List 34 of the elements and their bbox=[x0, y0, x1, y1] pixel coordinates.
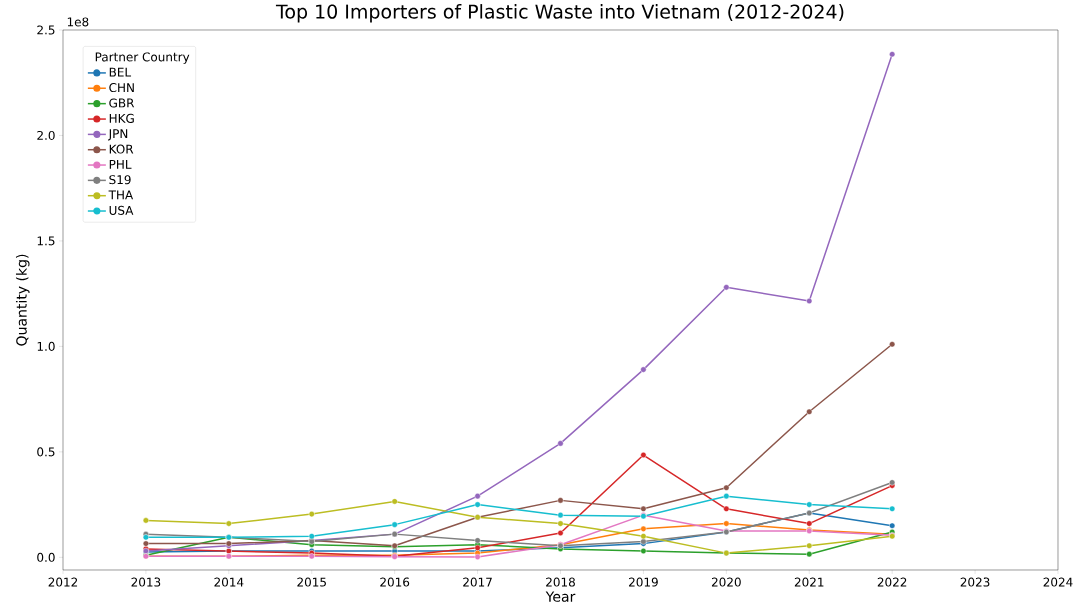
x-tick-label: 2021 bbox=[794, 577, 824, 587]
legend-label: GBR bbox=[109, 98, 135, 108]
legend-label: CHN bbox=[109, 83, 134, 93]
legend-label: PHL bbox=[109, 159, 132, 169]
x-tick-label: 2022 bbox=[877, 577, 907, 587]
x-tick-label: 2016 bbox=[380, 577, 410, 587]
x-tick-label: 2018 bbox=[546, 577, 575, 587]
x-tick-label: 2012 bbox=[48, 577, 78, 587]
legend-label: THA bbox=[108, 190, 134, 200]
legend-label: HKG bbox=[109, 113, 134, 123]
legend-label: BEL bbox=[109, 67, 132, 77]
x-tick-label: 2015 bbox=[297, 577, 326, 587]
legend-label: KOR bbox=[109, 144, 134, 154]
y-tick-label: 0.5 bbox=[37, 447, 55, 457]
y-tick-label: 2.0 bbox=[37, 130, 55, 140]
x-tick-label: 2013 bbox=[131, 577, 161, 587]
x-tick-label: 2014 bbox=[214, 577, 244, 587]
y-tick-label: 1.0 bbox=[37, 341, 55, 351]
legend-label: USA bbox=[109, 205, 134, 215]
chart-title: Top 10 Importers of Plastic Waste into Vietnam (2012-2024) bbox=[275, 4, 844, 23]
y-tick-label: 0.0 bbox=[37, 552, 55, 562]
x-tick-label: 2020 bbox=[711, 577, 741, 587]
y-axis-title: Quantity (kg) bbox=[15, 254, 30, 346]
legend-label: S19 bbox=[109, 175, 131, 185]
y-tick-label: 2.5 bbox=[37, 25, 55, 35]
y-tick-label: 1.5 bbox=[37, 236, 55, 246]
legend-label: JPN bbox=[107, 129, 128, 141]
legend-title: Partner Country bbox=[95, 52, 190, 64]
x-tick-label: 2023 bbox=[960, 577, 990, 587]
x-tick-label: 2024 bbox=[1043, 577, 1073, 587]
text: 1e8 bbox=[67, 17, 89, 27]
x-axis-title: Year bbox=[545, 591, 576, 602]
x-tick-label: 2017 bbox=[463, 577, 492, 587]
x-tick-label: 2019 bbox=[629, 577, 658, 587]
